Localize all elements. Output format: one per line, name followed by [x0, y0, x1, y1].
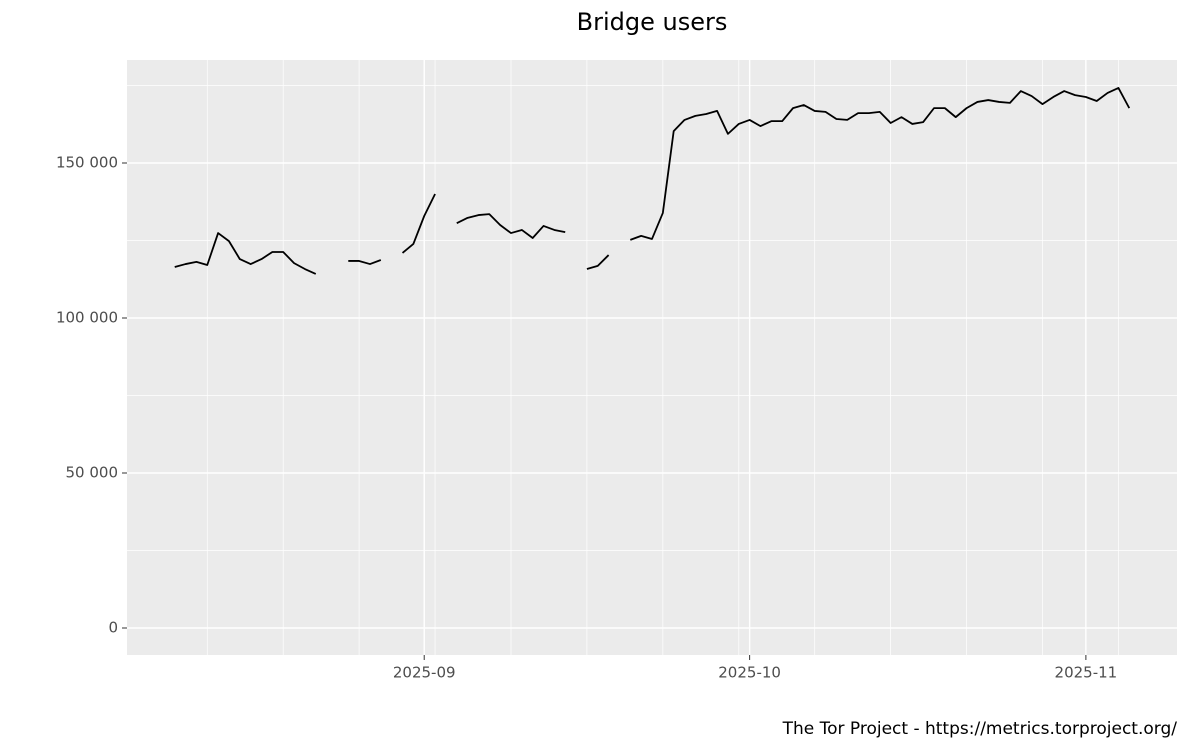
chart-title: Bridge users — [577, 8, 728, 36]
x-tick-label: 2025-11 — [1055, 664, 1118, 682]
x-tick-label: 2025-09 — [393, 664, 456, 682]
y-tick-label: 0 — [108, 618, 118, 636]
caption: The Tor Project - https://metrics.torpro… — [782, 719, 1178, 739]
y-tick-label: 100 000 — [56, 308, 118, 326]
y-tick-label: 150 000 — [56, 154, 118, 172]
y-tick-label: 50 000 — [66, 463, 119, 481]
panel — [127, 60, 1177, 655]
data-line — [174, 87, 1131, 275]
x-tick-label: 2025-10 — [718, 664, 781, 682]
